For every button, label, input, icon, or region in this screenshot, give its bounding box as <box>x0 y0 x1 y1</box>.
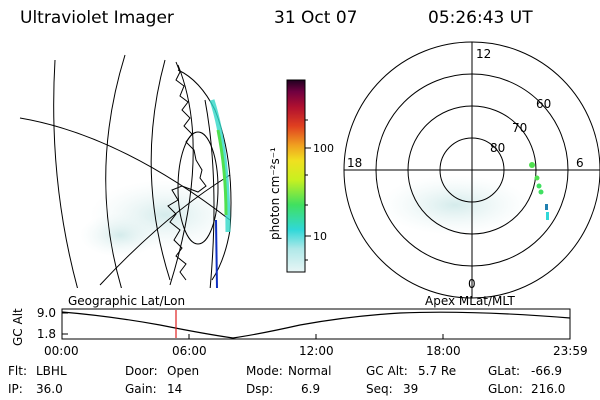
status-label: Seq: <box>366 382 393 396</box>
alt-y-tick-label: 1.8 <box>37 327 56 341</box>
mlt-label-18: 18 <box>347 156 362 170</box>
status-value: LBHL <box>36 364 67 378</box>
status-value: 216.0 <box>531 382 566 396</box>
colorbar-gradient <box>286 79 306 273</box>
status-value: Normal <box>288 364 332 378</box>
status-value: 39 <box>403 382 419 396</box>
lat-label-70: 70 <box>512 121 527 135</box>
geo-projection-label: Geographic Lat/Lon <box>68 294 185 308</box>
colorbar: 100 10 photon cm⁻²s⁻¹ <box>268 79 334 273</box>
alt-x-tick-label: 18:00 <box>426 344 461 358</box>
colorbar-tick-label: 100 <box>313 142 334 155</box>
status-value: 36.0 <box>36 382 63 396</box>
alt-x-tick-label: 12:00 <box>299 344 334 358</box>
orbit-altitude-curve <box>61 311 571 339</box>
time-label: 05:26:43 UT <box>428 8 533 28</box>
alt-x-tick-label: 06:00 <box>172 344 207 358</box>
colorbar-tick-label: 10 <box>313 230 327 243</box>
polar-plot: 12 6 0 18 60 70 80 <box>343 41 600 299</box>
status-label: GLon: <box>488 382 523 396</box>
geographic-plot <box>19 54 240 288</box>
status-label: Dsp: <box>246 382 274 396</box>
status-value: Open <box>167 364 200 378</box>
polar-emission-point <box>534 175 540 181</box>
polar-emission-point <box>529 162 535 168</box>
coastline <box>167 61 207 281</box>
instrument-title: Ultraviolet Imager <box>20 8 174 28</box>
alt-axis-label: GC Alt <box>11 308 25 346</box>
altitude-plot: Geographic Lat/Lon Apex MLat/MLT 9.0 1.8… <box>11 294 571 346</box>
polar-emission-haze <box>380 175 530 235</box>
mlt-label-0: 0 <box>468 277 476 291</box>
polar-emission-point <box>538 189 544 195</box>
status-value: 6.9 <box>301 382 321 396</box>
status-label: GC Alt: <box>366 364 408 378</box>
polar-emission-point <box>545 204 548 210</box>
lat-label-60: 60 <box>536 97 551 111</box>
geo-grid-line <box>99 174 231 286</box>
status-label: Door: <box>125 364 158 378</box>
earth-limb <box>177 69 232 281</box>
geo-grid-line <box>169 64 194 286</box>
geo-grid-line <box>19 117 231 221</box>
geo-grid-line <box>204 99 215 288</box>
lat-label-80: 80 <box>490 141 505 155</box>
geo-emission-haze <box>80 213 160 257</box>
status-label: Flt: <box>8 364 27 378</box>
polar-emission-point <box>546 212 549 220</box>
polar-emission-point <box>536 183 542 189</box>
mlt-label-6: 6 <box>576 156 584 170</box>
satellite-track <box>215 219 218 288</box>
status-value: 14 <box>167 382 183 396</box>
status-value: 5.7 Re <box>418 364 457 378</box>
alt-x-tick-label: 00:00 <box>44 344 79 358</box>
alt-y-tick-label: 9.0 <box>37 306 56 320</box>
auroral-arc-core <box>216 129 228 216</box>
date-label: 31 Oct 07 <box>274 8 358 28</box>
colorbar-unit-label: photon cm⁻²s⁻¹ <box>268 147 282 240</box>
status-label: Mode: <box>246 364 283 378</box>
geo-grid-line <box>150 59 171 281</box>
apex-projection-label: Apex MLat/MLT <box>425 294 515 308</box>
geo-grid-line <box>105 54 126 288</box>
geo-grid-line <box>53 59 78 288</box>
status-label: IP: <box>8 382 23 396</box>
status-label: Gain: <box>125 382 157 396</box>
status-value: -66.9 <box>531 364 563 378</box>
alt-x-tick-label: 23:59 <box>553 344 588 358</box>
status-label: GLat: <box>488 364 521 378</box>
mlt-label-12: 12 <box>476 47 491 61</box>
